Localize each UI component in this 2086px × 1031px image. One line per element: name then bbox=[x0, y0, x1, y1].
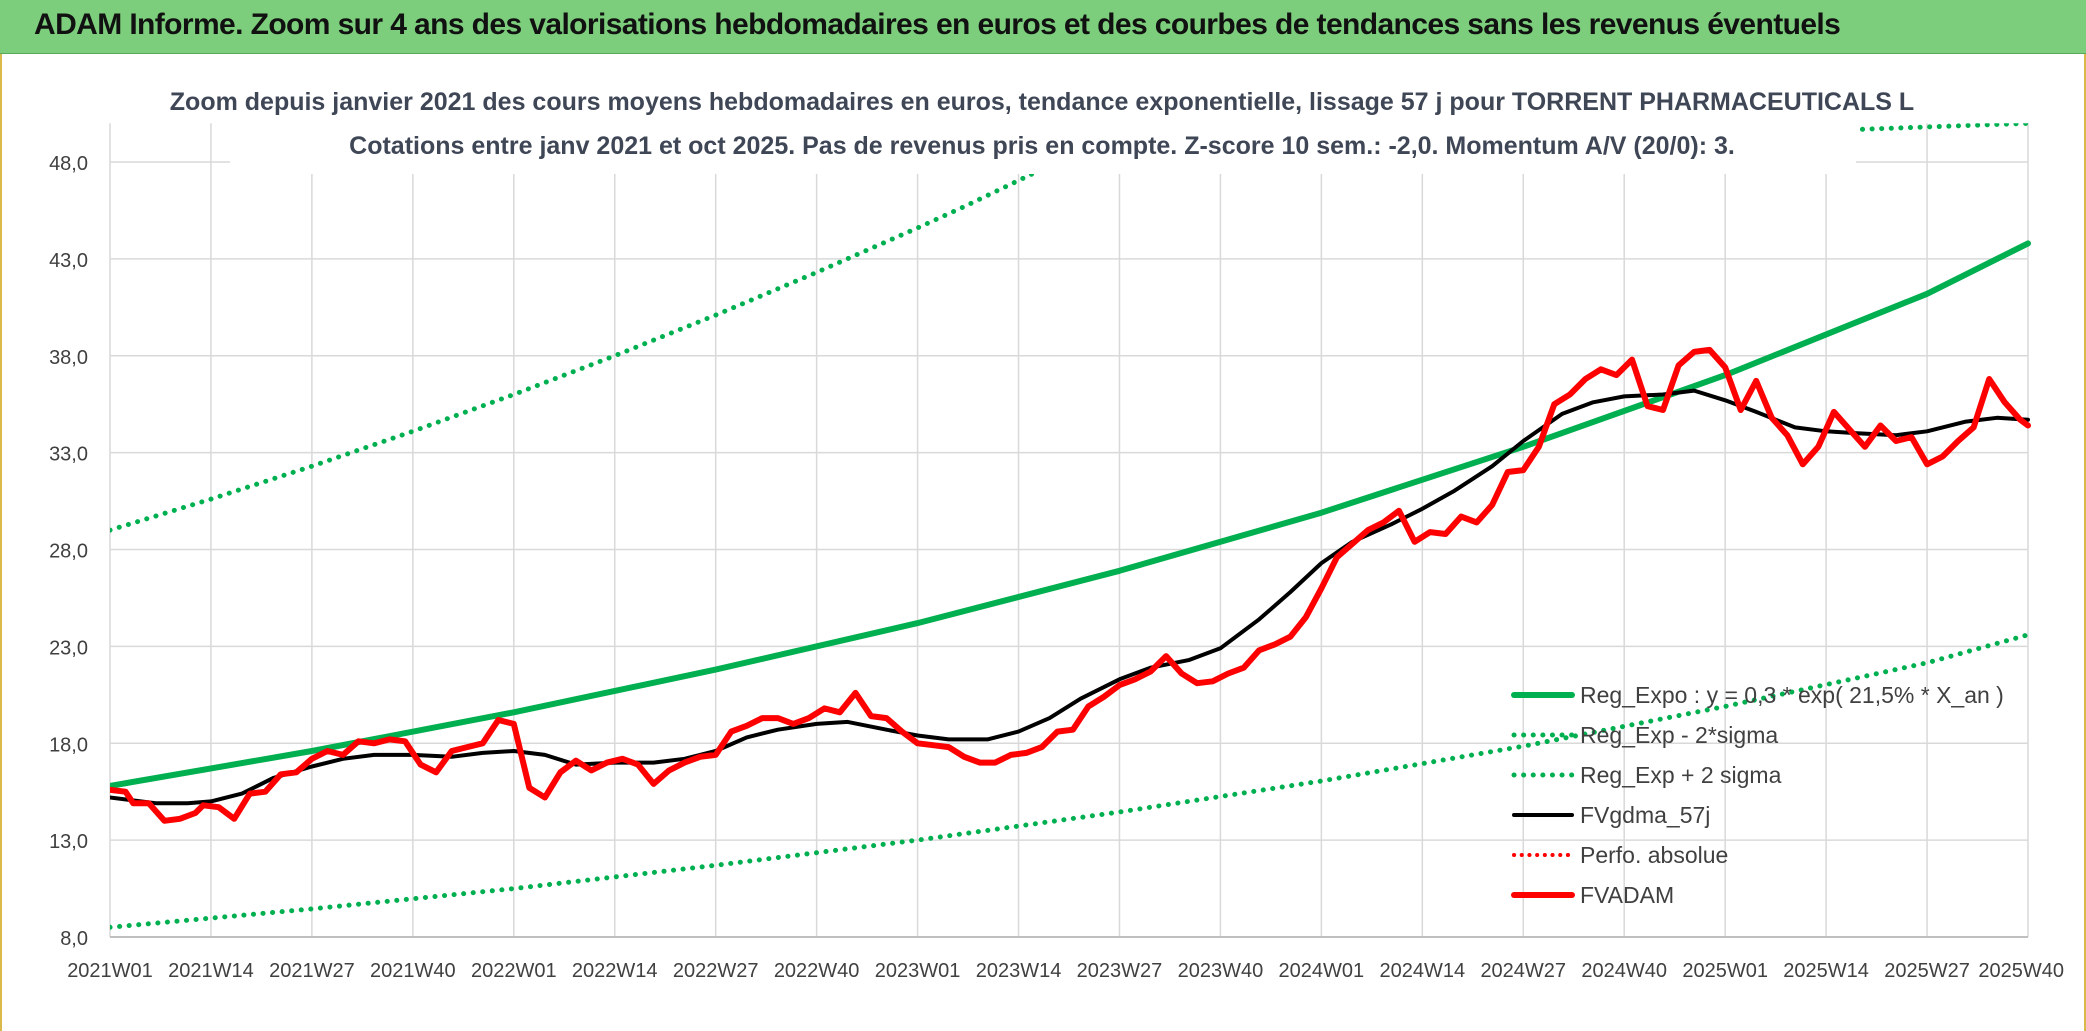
x-tick-label: 2023W40 bbox=[1178, 960, 1264, 982]
grid bbox=[109, 123, 2029, 938]
y-tick-label: 18,0 bbox=[49, 734, 88, 756]
x-tick-label: 2024W40 bbox=[1581, 960, 1667, 982]
y-tick-label: 23,0 bbox=[49, 637, 88, 659]
y-tick-label: 48,0 bbox=[49, 153, 88, 175]
series-layer bbox=[110, 123, 2031, 930]
y-tick-label: 8,0 bbox=[60, 928, 88, 950]
x-tick-label: 2023W27 bbox=[1077, 960, 1163, 982]
chart-title-bg bbox=[230, 62, 1856, 174]
series-line-3 bbox=[110, 388, 2030, 806]
legend-label: FVADAM bbox=[1580, 882, 1674, 908]
x-tick-label: 2025W40 bbox=[1978, 960, 2064, 982]
x-tick-label: 2023W01 bbox=[875, 960, 961, 982]
x-tick-label: 2021W14 bbox=[168, 960, 254, 982]
x-tick-label: 2022W14 bbox=[572, 960, 658, 982]
series-line-5 bbox=[110, 346, 2031, 824]
banner-title: ADAM Informe. Zoom sur 4 ans des valoris… bbox=[34, 8, 1841, 41]
series-line-2 bbox=[110, 123, 2031, 533]
legend: Reg_Expo : y = 0,3 * exp( 21,5% * X_an )… bbox=[1511, 682, 2004, 908]
series-line-0 bbox=[110, 240, 2031, 789]
x-tick-label: 2023W14 bbox=[976, 960, 1062, 982]
x-tick-label: 2022W01 bbox=[471, 960, 557, 982]
x-tick-label: 2025W01 bbox=[1682, 960, 1768, 982]
x-tick-label: 2021W01 bbox=[67, 960, 153, 982]
chart-title-line-2: Cotations entre janv 2021 et oct 2025. P… bbox=[349, 132, 1735, 160]
x-tick-label: 2025W27 bbox=[1884, 960, 1970, 982]
y-tick-label: 28,0 bbox=[49, 541, 88, 563]
legend-label: FVgdma_57j bbox=[1580, 802, 1710, 828]
series-line-1 bbox=[110, 632, 2031, 930]
legend-label: Reg_Expo : y = 0,3 * exp( 21,5% * X_an ) bbox=[1580, 682, 2004, 708]
x-tick-label: 2021W40 bbox=[370, 960, 456, 982]
chart-title: Zoom depuis janvier 2021 des cours moyen… bbox=[170, 62, 1914, 174]
report-banner: ADAM Informe. Zoom sur 4 ans des valoris… bbox=[0, 0, 2086, 54]
x-tick-label: 2022W40 bbox=[774, 960, 860, 982]
x-tick-label: 2022W27 bbox=[673, 960, 759, 982]
x-tick-label: 2024W01 bbox=[1279, 960, 1365, 982]
axes: 8,0 13,0 18,0 23,0 28,0 33,0 38,0 43,0 48,0 2021W… bbox=[49, 153, 2064, 982]
y-tick-label: 13,0 bbox=[49, 831, 88, 853]
y-tick-label: 33,0 bbox=[49, 444, 88, 466]
y-tick-label: 43,0 bbox=[49, 250, 88, 272]
series-group bbox=[110, 123, 2031, 930]
y-tick-label: 38,0 bbox=[49, 347, 88, 369]
chart-title-line-1: Zoom depuis janvier 2021 des cours moyen… bbox=[170, 88, 1914, 116]
x-tick-label: 2024W27 bbox=[1480, 960, 1566, 982]
x-tick-label: 2021W27 bbox=[269, 960, 355, 982]
chart-frame: Zoom depuis janvier 2021 des cours moyen… bbox=[0, 54, 2086, 1031]
legend-label: Perfo. absolue bbox=[1580, 842, 1728, 868]
legend-label: Reg_Exp + 2 sigma bbox=[1580, 762, 1782, 788]
chart: Zoom depuis janvier 2021 des cours moyen… bbox=[49, 62, 2064, 982]
legend-label: Reg_Exp - 2*sigma bbox=[1580, 722, 1778, 748]
x-tick-label: 2025W14 bbox=[1783, 960, 1869, 982]
x-tick-label: 2024W14 bbox=[1380, 960, 1466, 982]
